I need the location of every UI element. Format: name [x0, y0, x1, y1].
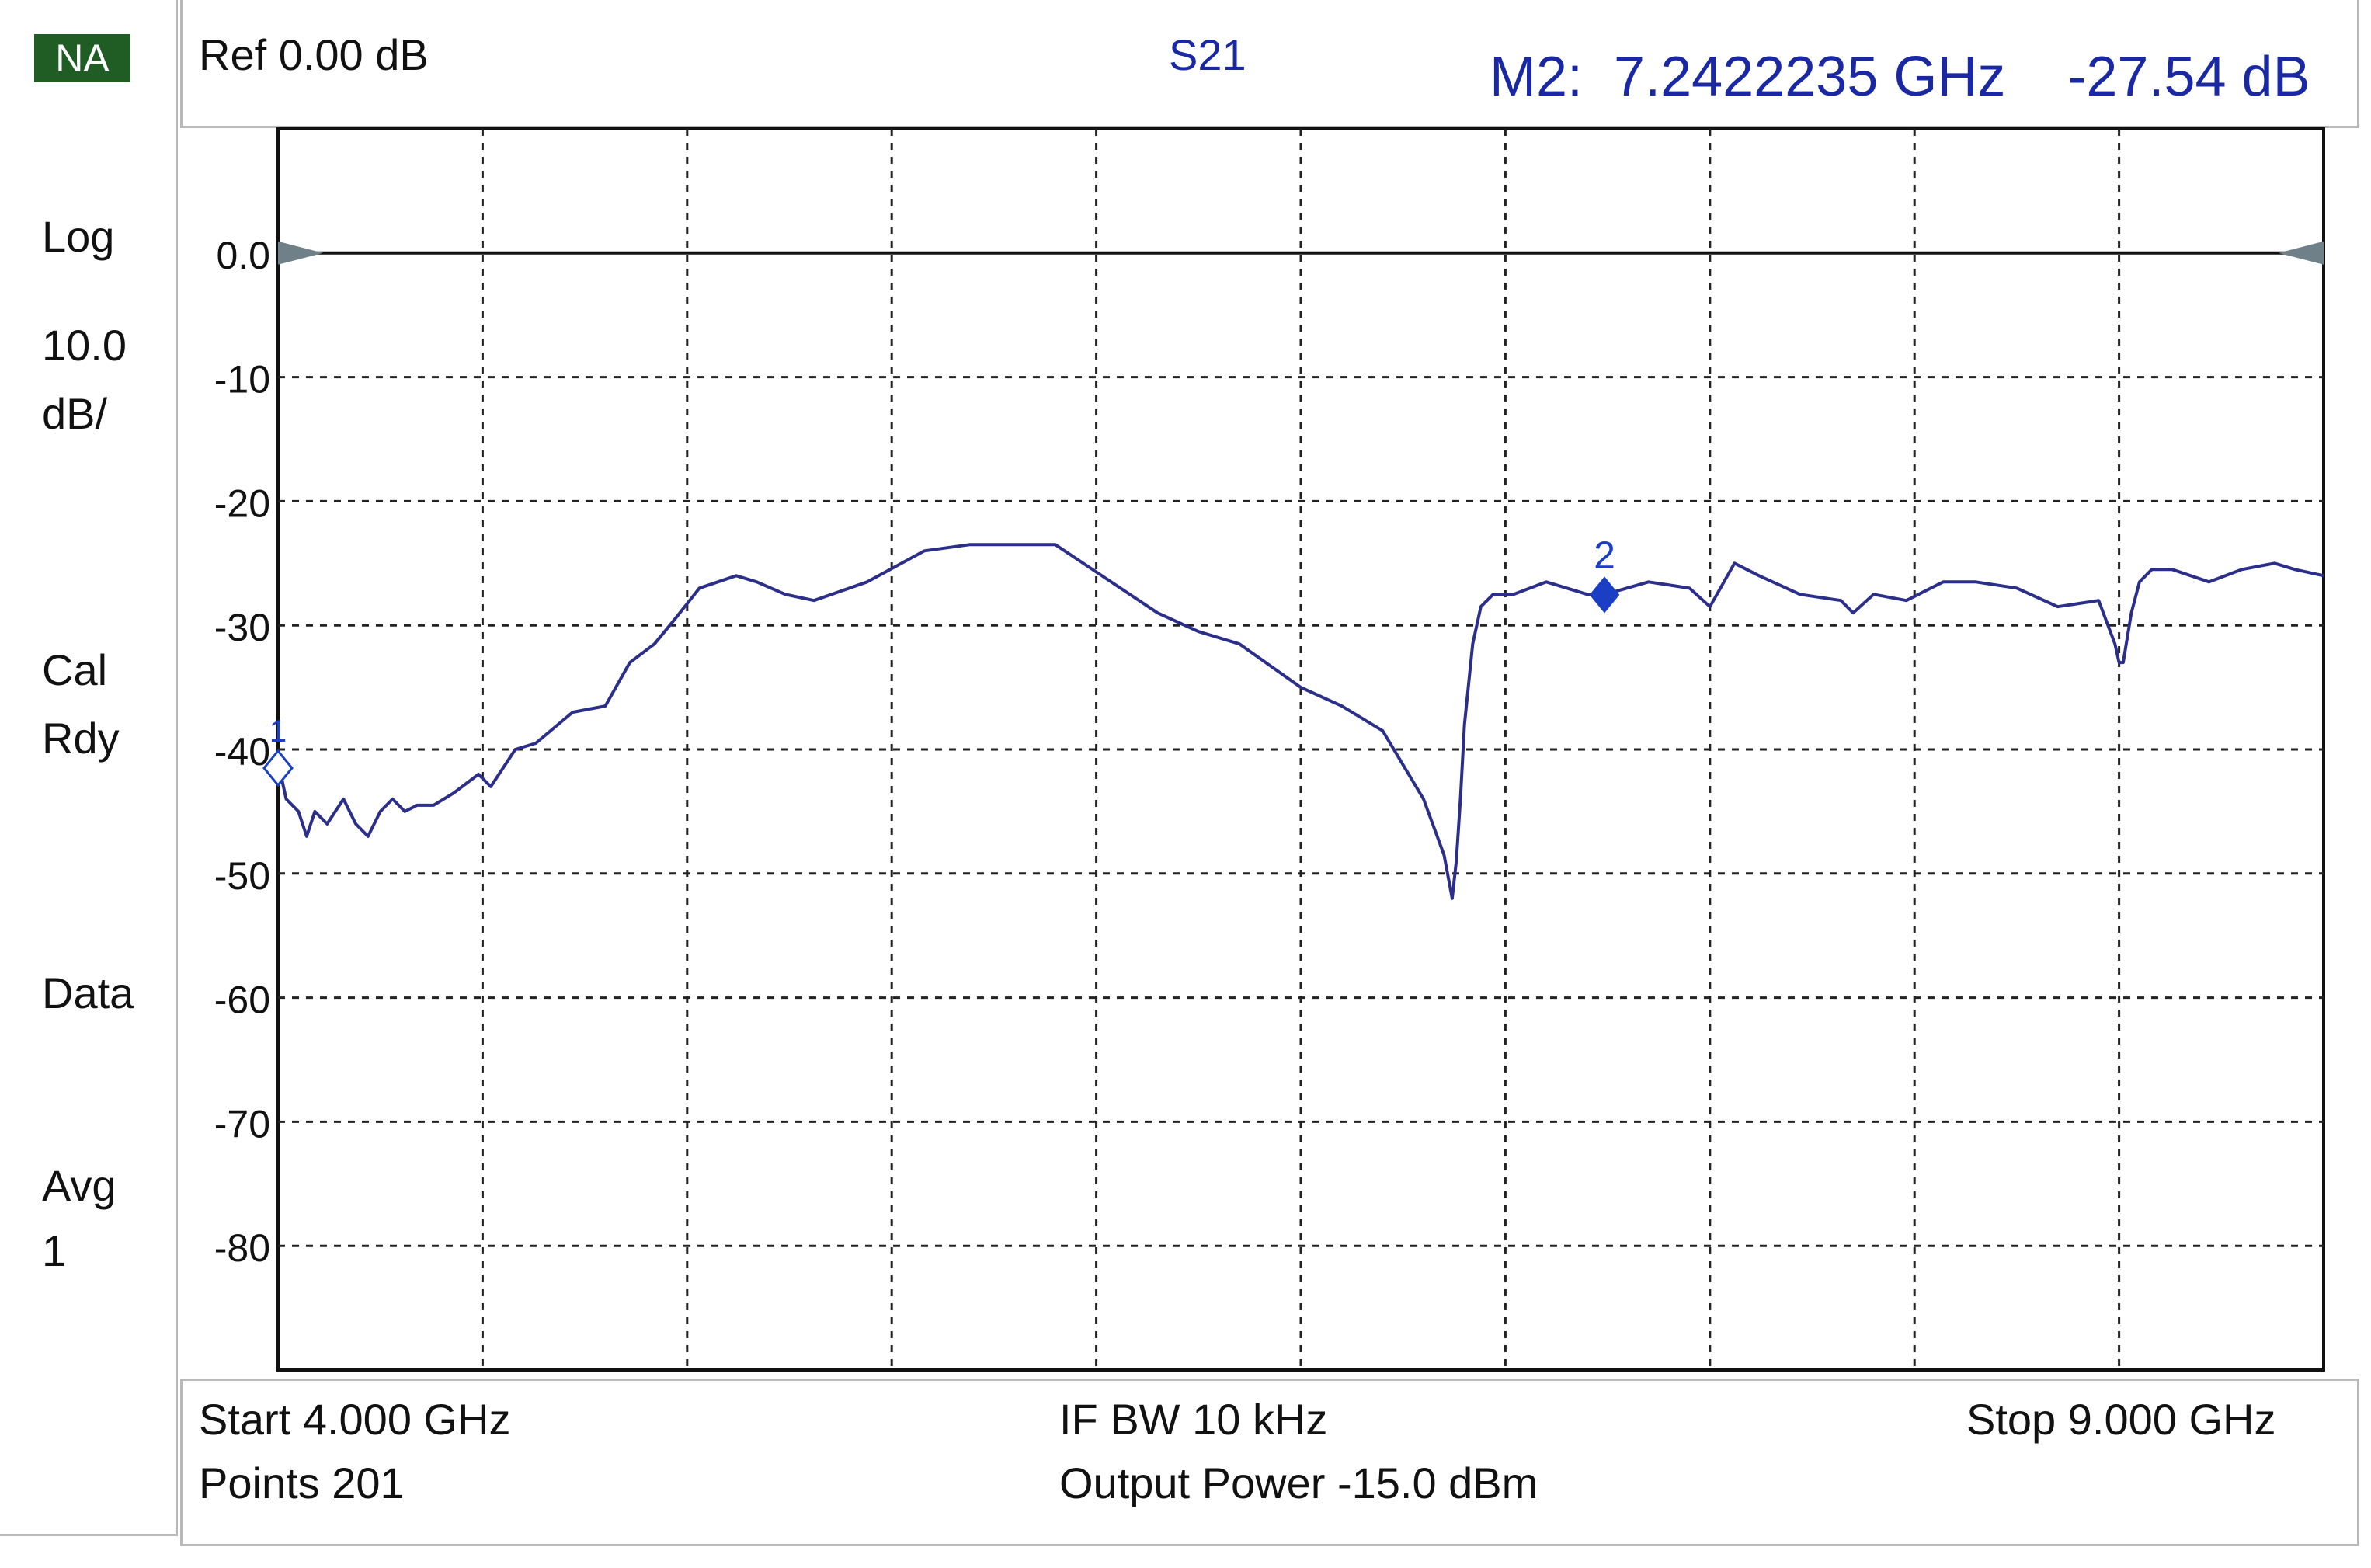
y-tick-labels: 0.0 -10 -20 -30 -40 -50 -60 -70 -80: [214, 234, 270, 1270]
y-tick-label: -70: [214, 1102, 270, 1146]
marker-2[interactable]: [1589, 576, 1620, 614]
markers[interactable]: 12: [262, 534, 1620, 787]
mode-badge[interactable]: NA: [34, 34, 130, 82]
cal-status-label[interactable]: Rdy: [42, 714, 120, 763]
reference-pointer-left: [278, 241, 323, 265]
marker-1[interactable]: [262, 749, 294, 787]
trace-name-label[interactable]: S21: [1169, 30, 1246, 79]
y-tick-label: -80: [214, 1226, 270, 1270]
marker-label: 2: [1594, 534, 1615, 577]
stop-frequency-label[interactable]: Stop 9.000 GHz: [1966, 1395, 2276, 1444]
data-label[interactable]: Data: [42, 968, 134, 1017]
y-tick-label: -50: [214, 854, 270, 898]
reference-line: [278, 241, 2324, 265]
start-frequency-label[interactable]: Start 4.000 GHz: [199, 1395, 511, 1444]
grid: [278, 129, 2324, 1370]
chart: 0.0-10-20-30-40-50-60-70-80 12: [214, 127, 2325, 1372]
reference-pointer-right: [2279, 241, 2324, 265]
cal-label[interactable]: Cal: [42, 645, 108, 694]
y-tick-label: -40: [214, 730, 270, 774]
left-panel: [0, 0, 178, 1536]
scale-value-label[interactable]: 10.0: [42, 321, 127, 370]
output-power-label[interactable]: Output Power -15.0 dBm: [1059, 1458, 1538, 1507]
format-label[interactable]: Log: [42, 212, 115, 261]
y-tick-label: -60: [214, 979, 270, 1022]
points-label[interactable]: Points 201: [199, 1458, 405, 1507]
trace-line: [276, 543, 2324, 900]
trace: [276, 543, 2324, 900]
scale-unit-label[interactable]: dB/: [42, 389, 108, 438]
y-tick-label: -20: [214, 482, 270, 525]
y-tick-label: -10: [214, 358, 270, 402]
y-tick-label: 0.0: [216, 234, 270, 277]
y-tick-label: -30: [214, 606, 270, 649]
avg-count-label[interactable]: 1: [42, 1226, 67, 1275]
reference-level-label[interactable]: Ref 0.00 dB: [199, 30, 429, 79]
marker-readout[interactable]: M2: 7.2422235 GHz -27.54 dB: [1490, 46, 2310, 108]
header-panel: [180, 0, 2359, 128]
if-bandwidth-label[interactable]: IF BW 10 kHz: [1059, 1395, 1328, 1444]
marker-label: 1: [269, 714, 287, 749]
footer-panel: [180, 1379, 2359, 1546]
avg-label[interactable]: Avg: [42, 1161, 116, 1210]
